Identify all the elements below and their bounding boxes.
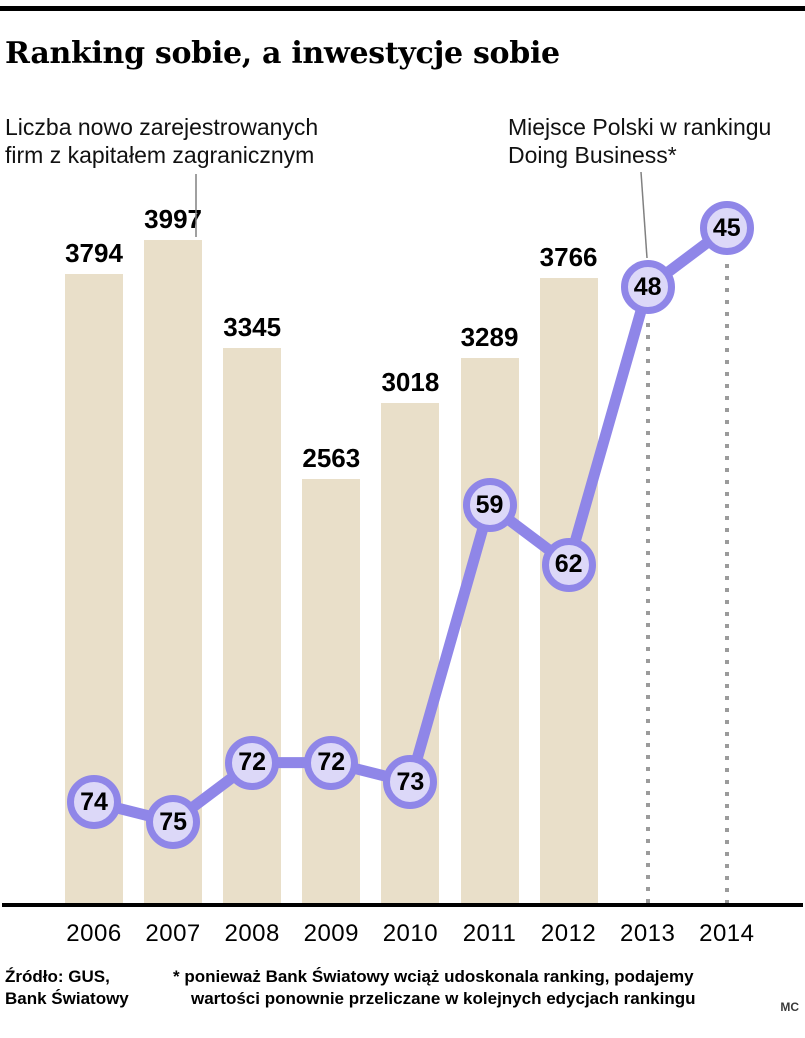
rank-circle-2013: 48: [620, 260, 675, 315]
source-note-line1: Źródło: GUS,: [5, 967, 110, 986]
source-note-line2: Bank Światowy: [5, 989, 129, 1009]
bar-value-label-2009: 2563: [302, 442, 361, 473]
x-axis-label-2013: 2013: [619, 920, 676, 947]
bar-value-label-2007: 3997: [144, 204, 203, 234]
rank-circle-2007: 75: [146, 795, 201, 849]
bar-2009: [302, 478, 361, 905]
rank-line: [88, 222, 733, 828]
dotted-guide-2013: [645, 323, 650, 903]
footnote: * ponieważ Bank Światowy wciąż udoskonal…: [173, 966, 695, 1010]
rank-circle-2006: 74: [67, 775, 121, 830]
credit-initials: MC: [780, 1000, 799, 1014]
top-rule: [0, 6, 805, 11]
bar-value-label-2006: 3794: [65, 237, 123, 268]
x-axis-label-2011: 2011: [462, 920, 517, 947]
bar-2010: [381, 402, 440, 905]
x-axis-label-2014: 2014: [699, 920, 755, 947]
rank-circle-2009: 72: [304, 735, 359, 790]
footnote-line2: wartości ponownie przeliczane w kolejnyc…: [191, 989, 696, 1009]
bar-value-label-2011: 3289: [460, 321, 519, 352]
bar-value-label-2012: 3766: [539, 242, 598, 273]
footnote-line1: * ponieważ Bank Światowy wciąż udoskonal…: [173, 967, 694, 986]
line-annotation-pointer-line: [640, 171, 648, 259]
bar-value-label-2008: 3345: [223, 312, 282, 343]
line-series-annotation: Miejsce Polski w rankingu Doing Business…: [508, 114, 771, 169]
bar-2012: [539, 278, 598, 905]
bar-series-annotation-line2: firm z kapitałem zagranicznym: [5, 141, 315, 168]
dotted-guide-2014: [724, 264, 729, 903]
rank-circle-2014: 45: [699, 201, 754, 255]
page-title: Ranking sobie, a inwestycje sobie: [5, 36, 560, 71]
bar-2007: [144, 240, 203, 905]
line-series-annotation-line2: Doing Business*: [508, 141, 677, 168]
x-axis-label-2006: 2006: [66, 920, 122, 947]
x-axis-label-2007: 2007: [145, 920, 201, 947]
bar-2008: [223, 348, 282, 905]
rank-circle-2010: 73: [383, 755, 438, 810]
rank-circle-2011: 59: [462, 478, 517, 533]
x-axis-baseline: [2, 903, 803, 907]
bar-series-annotation: Liczba nowo zarejestrowanych firm z kapi…: [5, 114, 318, 169]
line-series-annotation-line1: Miejsce Polski w rankingu: [508, 114, 772, 140]
rank-circle-2008: 72: [225, 735, 280, 790]
bar-2011: [460, 357, 519, 905]
rank-circle-2012: 62: [541, 537, 596, 592]
x-axis-label-2009: 2009: [303, 920, 359, 947]
x-axis-label-2012: 2012: [540, 920, 597, 947]
source-note: Źródło: GUS, Bank Światowy: [5, 966, 129, 1010]
x-axis-label-2010: 2010: [382, 920, 439, 947]
bar-series-annotation-line1: Liczba nowo zarejestrowanych: [5, 114, 319, 140]
x-axis-label-2008: 2008: [224, 920, 280, 947]
bar-value-label-2010: 3018: [381, 366, 440, 397]
